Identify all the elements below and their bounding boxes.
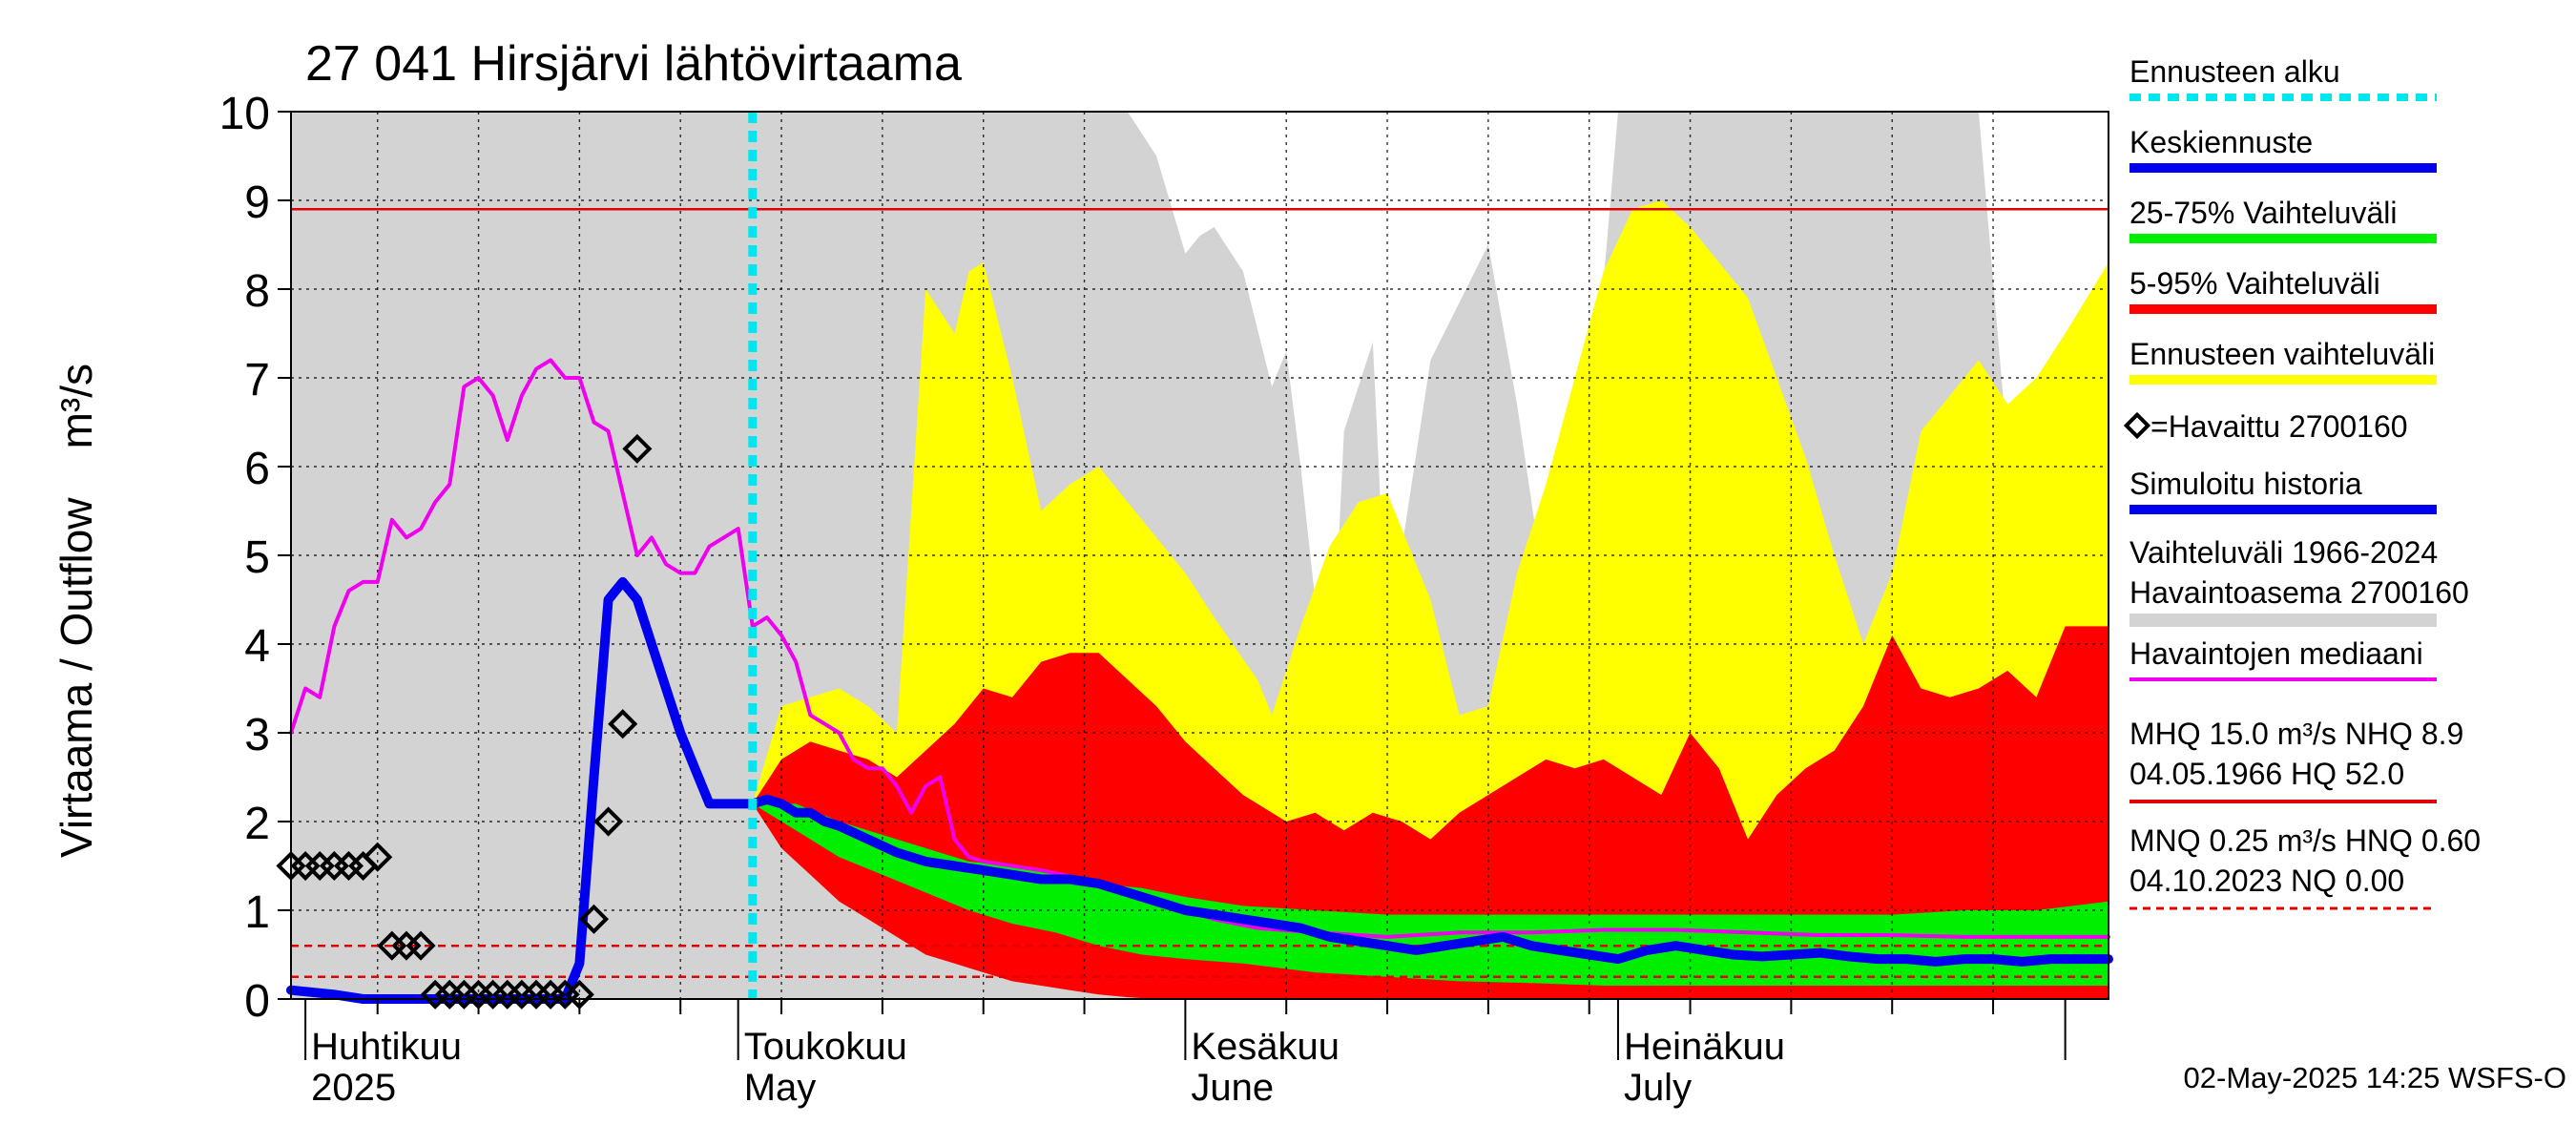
x-month-sublabel: July (1624, 1067, 1692, 1109)
x-month-sublabel: May (744, 1067, 817, 1109)
x-month-label: Huhtikuu (311, 1026, 462, 1068)
legend-label: Keskiennuste (2129, 125, 2313, 159)
legend-label: Ennusteen alku (2129, 54, 2340, 89)
y-tick-label: 3 (244, 710, 270, 760)
footer-timestamp: 02-May-2025 14:25 WSFS-O (2184, 1061, 2566, 1094)
y-tick-label: 2 (244, 799, 270, 849)
x-month-sublabel: 2025 (311, 1067, 396, 1109)
legend-label: 5-95% Vaihteluväli (2129, 266, 2380, 301)
forecast-band-2 (752, 803, 2109, 986)
legend-label: 25-75% Vaihteluväli (2129, 196, 2397, 230)
observed-point (608, 709, 638, 739)
series-line-2 (747, 794, 2113, 967)
y-tick-label: 10 (219, 89, 270, 139)
legend-label-line2: Havaintoasema 2700160 (2129, 575, 2469, 610)
observed-point (405, 930, 436, 961)
y-tick-label: 7 (244, 355, 270, 406)
y-axis-label: Virtaama / Outflow m³/s (52, 364, 101, 858)
x-month-sublabel: June (1191, 1067, 1274, 1109)
forecast-bands-layer (752, 200, 2109, 999)
legend-label: Vaihteluväli 1966-2024 (2129, 535, 2438, 570)
legend-label: Simuloitu historia (2129, 467, 2362, 501)
legend: Ennusteen alku Keskiennuste 25-75% Vaihtel… (2123, 54, 2481, 910)
x-month-label: Toukokuu (744, 1026, 907, 1068)
y-tick-label: 1 (244, 887, 270, 938)
y-tick-label: 6 (244, 444, 270, 494)
legend-label: Havaintojen mediaani (2129, 636, 2423, 671)
legend-label-line2: 04.10.2023 NQ 0.00 (2129, 864, 2404, 898)
legend-label-line2: 04.05.1966 HQ 52.0 (2129, 757, 2404, 791)
legend-marker (2123, 411, 2151, 440)
observed-point (622, 433, 653, 464)
observed-point (593, 806, 624, 837)
observed-point (578, 904, 610, 934)
y-tick-label: 9 (244, 177, 270, 228)
legend-label: MHQ 15.0 m³/s NHQ 8.9 (2129, 717, 2463, 751)
legend-label: MNQ 0.25 m³/s HNQ 0.60 (2129, 823, 2481, 858)
observed-layer (276, 433, 653, 1010)
legend-label: =Havaittu 2700160 (2150, 409, 2408, 444)
observed-point (363, 842, 393, 872)
reference-lines-layer (291, 208, 2109, 978)
y-tick-label: 4 (244, 621, 270, 672)
y-tick-label: 8 (244, 266, 270, 317)
legend-label: Ennusteen vaihteluväli (2129, 337, 2435, 371)
x-month-label: Heinäkuu (1624, 1026, 1785, 1068)
chart-title: 27 041 Hirsjärvi lähtövirtaama (305, 36, 962, 92)
x-month-label: Kesäkuu (1191, 1026, 1340, 1068)
grid-layer (291, 112, 2109, 999)
y-tick-label: 5 (244, 532, 270, 583)
observed-point (564, 979, 594, 1010)
y-tick-label: 0 (244, 976, 270, 1027)
axes-layer: 27 041 Hirsjärvi lähtövirtaama Virtaama … (52, 36, 2566, 1109)
